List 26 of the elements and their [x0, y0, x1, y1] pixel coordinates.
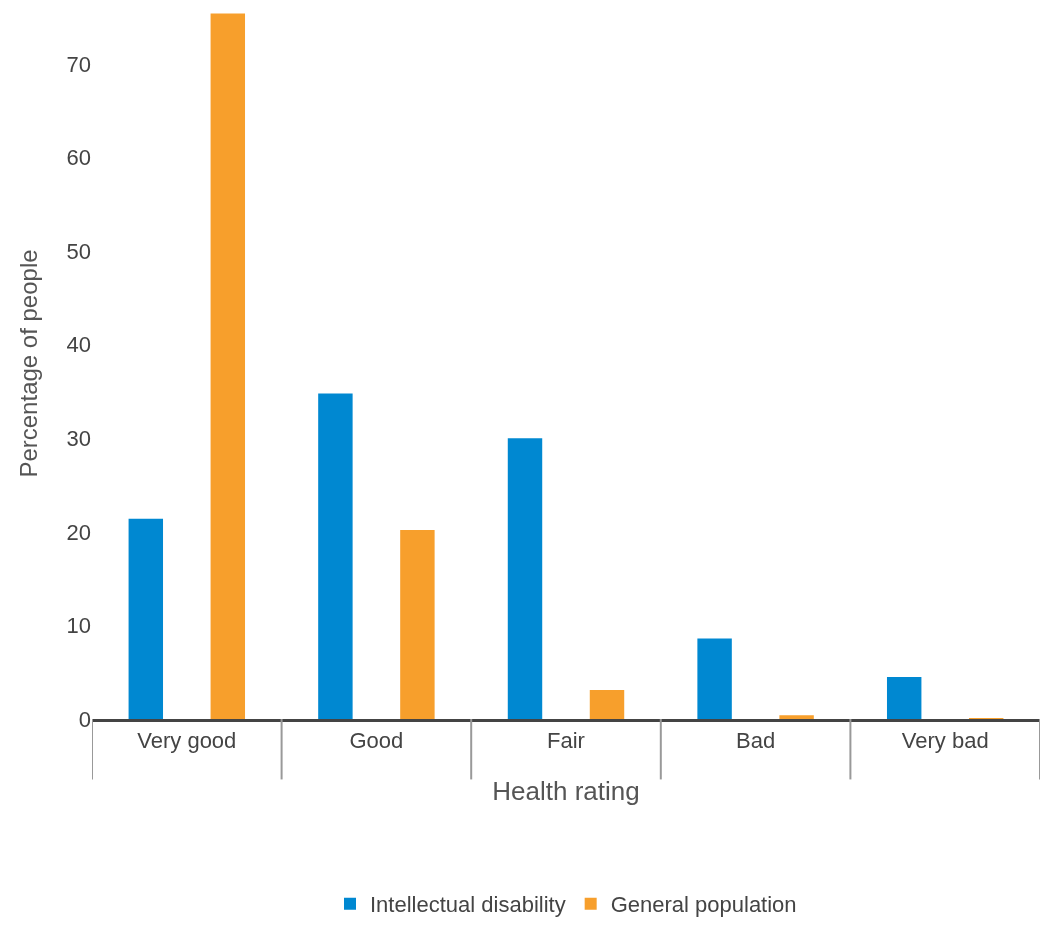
bar — [507, 438, 543, 719]
bar — [589, 690, 625, 719]
y-tick-label: 70 — [66, 51, 91, 77]
legend-label: General population — [610, 892, 797, 918]
bar — [697, 638, 732, 719]
bar — [886, 676, 922, 719]
x-tick-label: Very bad — [901, 728, 989, 754]
x-tick-label: Bad — [736, 728, 776, 754]
bar — [779, 715, 814, 719]
bar — [128, 518, 164, 719]
legend-label: Intellectual disability — [370, 892, 566, 918]
x-tick-label: Good — [349, 728, 404, 754]
bar — [210, 13, 246, 719]
y-tick-label: 0 — [78, 706, 91, 732]
y-tick-label: 50 — [66, 238, 91, 264]
y-tick-label: 40 — [66, 332, 91, 358]
bar — [318, 393, 353, 719]
x-tick-label: Very good — [137, 728, 237, 754]
x-axis-title: Health rating — [492, 776, 640, 807]
y-tick-label: 10 — [66, 613, 91, 639]
y-tick-label: 30 — [66, 426, 91, 452]
y-tick-label: 60 — [66, 145, 91, 171]
x-tick-label: Fair — [547, 728, 585, 754]
y-axis-title: Percentage of people — [14, 249, 42, 478]
y-tick-label: 20 — [66, 519, 91, 545]
bar — [400, 530, 435, 719]
